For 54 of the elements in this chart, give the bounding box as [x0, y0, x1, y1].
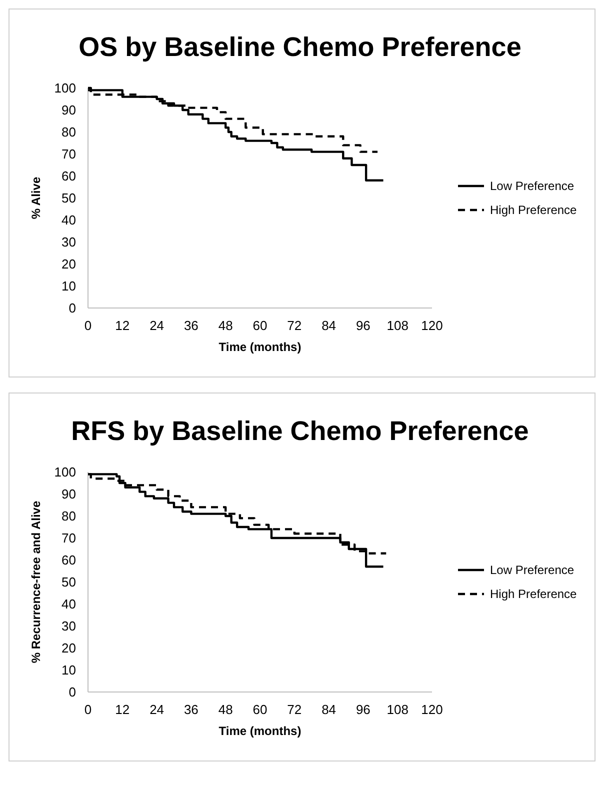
- x-tick-label: 84: [322, 702, 336, 717]
- y-tick-label: 90: [62, 102, 76, 118]
- x-tick-label: 120: [421, 702, 443, 717]
- x-tick-label: 84: [322, 318, 336, 333]
- x-tick-label: 108: [386, 318, 408, 333]
- y-tick-label: 40: [62, 212, 76, 228]
- y-axis-title: % Recurrence-free and Alive: [29, 500, 43, 664]
- y-tick-label: 10: [62, 662, 76, 678]
- x-tick-label: 24: [150, 318, 164, 333]
- x-tick-label: 120: [421, 318, 443, 333]
- x-tick-label: 0: [84, 318, 92, 333]
- x-axis-title: Time (months): [218, 724, 302, 738]
- y-tick-label: 60: [62, 168, 76, 184]
- x-tick-label: 72: [287, 702, 302, 717]
- legend-label: High Preference: [490, 203, 578, 218]
- y-tick-label: 80: [62, 508, 76, 524]
- x-tick-label: 12: [115, 702, 130, 717]
- x-tick-label: 60: [252, 702, 268, 717]
- y-tick-label: 70: [62, 530, 76, 546]
- y-tick-label: 20: [62, 640, 76, 656]
- y-tick-label: 50: [62, 190, 76, 206]
- x-tick-label: 108: [386, 702, 408, 717]
- y-tick-label: 30: [62, 234, 76, 250]
- y-tick-label: 70: [62, 146, 76, 162]
- x-tick-label: 96: [356, 702, 370, 717]
- y-tick-label: 50: [62, 574, 76, 590]
- y-tick-label: 0: [68, 684, 76, 700]
- y-tick-label: 80: [62, 124, 76, 140]
- y-tick-label: 30: [62, 618, 76, 634]
- y-tick-label: 100: [54, 80, 76, 96]
- x-tick-label: 12: [115, 318, 130, 333]
- y-tick-label: 10: [62, 278, 76, 294]
- legend-label: Low Preference: [490, 563, 574, 578]
- chart-title: RFS by Baseline Chemo Preference: [71, 416, 529, 446]
- chart-title: OS by Baseline Chemo Preference: [78, 32, 522, 62]
- x-tick-label: 0: [84, 702, 92, 717]
- y-tick-label: 40: [62, 596, 76, 612]
- x-tick-label: 36: [184, 318, 198, 333]
- y-tick-label: 90: [62, 486, 76, 502]
- y-tick-label: 20: [62, 256, 76, 272]
- legend-label: Low Preference: [490, 179, 574, 194]
- x-axis-title: Time (months): [218, 340, 302, 354]
- x-tick-label: 48: [218, 702, 233, 717]
- y-tick-label: 0: [68, 300, 76, 316]
- x-tick-label: 48: [218, 318, 233, 333]
- x-tick-label: 72: [287, 318, 302, 333]
- x-tick-label: 96: [356, 318, 370, 333]
- y-tick-label: 60: [62, 552, 76, 568]
- x-tick-label: 36: [184, 702, 198, 717]
- x-tick-label: 60: [252, 318, 268, 333]
- x-tick-label: 24: [150, 702, 164, 717]
- y-axis-title: % Alive: [29, 176, 43, 220]
- legend-label: High Preference: [490, 587, 578, 602]
- y-tick-label: 100: [54, 464, 76, 480]
